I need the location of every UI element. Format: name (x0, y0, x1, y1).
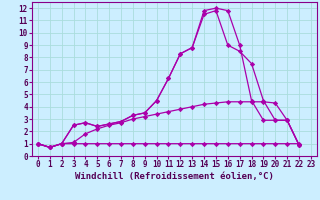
X-axis label: Windchill (Refroidissement éolien,°C): Windchill (Refroidissement éolien,°C) (75, 172, 274, 181)
